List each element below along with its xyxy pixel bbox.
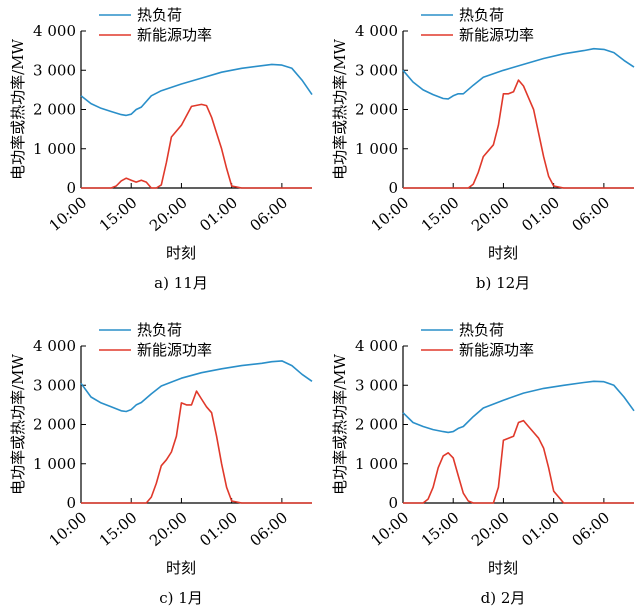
y-tick-label: 1 000 (33, 140, 76, 158)
y-tick-label: 2 000 (33, 416, 76, 434)
series-line-renewable-power (81, 103, 312, 189)
y-tick-label: 2 000 (33, 101, 76, 119)
x-tick-label: 15:00 (418, 508, 463, 550)
panel-caption: d) 2月 (481, 589, 526, 606)
x-tick-label: 01:00 (196, 193, 241, 235)
chart-panel-4: 0 1 000 2 000 3 000 4 000 10:00 15:00 20:00 01:0… (331, 321, 635, 606)
y-tick-label: 2 000 (355, 101, 398, 119)
y-tick-label: 4 000 (355, 22, 398, 40)
y-axis-title: 电功率或热功率/MW (331, 354, 349, 495)
x-tick-label: 10:00 (368, 508, 413, 550)
y-tick-label: 1 000 (355, 455, 398, 473)
x-tick-label: 06:00 (247, 193, 292, 235)
y-tick-label: 3 000 (33, 376, 76, 394)
y-tick-label: 4 000 (355, 337, 398, 355)
chart-panel-3: 0 1 000 2 000 3 000 4 000 10:00 15:00 20:00 01:0… (9, 321, 313, 606)
chart-panel-1: 0 1 000 2 000 3 000 4 000 10:00 15:00 20:00 01:0… (9, 6, 313, 292)
y-tick-label: 1 000 (33, 455, 76, 473)
x-tick-label: 15:00 (96, 193, 141, 235)
legend-label: 新能源功率 (137, 26, 212, 44)
y-tick-label: 3 000 (33, 61, 76, 79)
series-line-renewable-power (403, 419, 634, 504)
panel-caption: a) 11月 (154, 274, 208, 292)
y-tick-label: 0 (388, 179, 398, 197)
x-axis-title: 时刻 (166, 559, 196, 577)
x-tick-label: 06:00 (247, 508, 292, 550)
x-tick-label: 06:00 (569, 193, 614, 235)
x-tick-label: 10:00 (46, 508, 91, 550)
y-axis-title: 电功率或热功率/MW (9, 39, 27, 180)
legend-label: 新能源功率 (459, 341, 534, 359)
series-line-heat-load (402, 47, 635, 100)
y-tick-label: 3 000 (355, 376, 398, 394)
x-axis-title: 时刻 (488, 559, 518, 577)
series-line-heat-load (80, 360, 313, 413)
x-tick-label: 06:00 (569, 508, 614, 550)
x-tick-label: 10:00 (368, 193, 413, 235)
legend-label: 热负荷 (137, 321, 182, 339)
series-line-renewable-power (403, 79, 634, 189)
y-tick-label: 4 000 (33, 337, 76, 355)
x-tick-label: 01:00 (518, 193, 563, 235)
chart-panel-2: 0 1 000 2 000 3 000 4 000 10:00 15:00 20:00 01:0… (331, 6, 635, 292)
series-line-renewable-power (81, 390, 312, 504)
x-tick-label: 20:00 (146, 508, 191, 550)
y-axis-title: 电功率或热功率/MW (9, 354, 27, 495)
y-tick-label: 0 (66, 179, 76, 197)
x-tick-label: 20:00 (468, 193, 513, 235)
legend-label: 新能源功率 (459, 26, 534, 44)
legend-label: 热负荷 (137, 6, 182, 24)
x-axis-title: 时刻 (166, 244, 196, 262)
y-tick-label: 4 000 (33, 22, 76, 40)
y-tick-label: 3 000 (355, 61, 398, 79)
y-tick-label: 1 000 (355, 140, 398, 158)
series-line-heat-load (402, 380, 635, 434)
x-tick-label: 15:00 (96, 508, 141, 550)
x-axis-title: 时刻 (488, 244, 518, 262)
x-tick-label: 20:00 (468, 508, 513, 550)
legend-label: 热负荷 (459, 321, 504, 339)
y-tick-label: 0 (66, 494, 76, 512)
x-tick-label: 01:00 (196, 508, 241, 550)
y-tick-label: 0 (388, 494, 398, 512)
x-tick-label: 01:00 (518, 508, 563, 550)
panel-caption: c) 1月 (159, 589, 203, 606)
legend-label: 热负荷 (459, 6, 504, 24)
y-axis-title: 电功率或热功率/MW (331, 39, 349, 180)
legend-label: 新能源功率 (137, 341, 212, 359)
panel-caption: b) 12月 (476, 274, 530, 292)
y-tick-label: 2 000 (355, 416, 398, 434)
series-line-heat-load (80, 63, 313, 117)
x-tick-label: 15:00 (418, 193, 463, 235)
x-tick-label: 20:00 (146, 193, 191, 235)
x-tick-label: 10:00 (46, 193, 91, 235)
